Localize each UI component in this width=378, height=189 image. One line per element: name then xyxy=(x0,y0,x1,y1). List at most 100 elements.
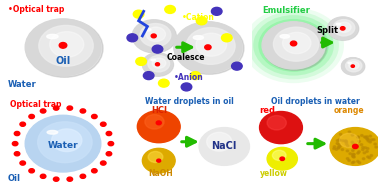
Circle shape xyxy=(328,17,358,40)
Circle shape xyxy=(253,15,334,76)
Circle shape xyxy=(143,72,154,80)
Text: yellow: yellow xyxy=(260,169,287,178)
Text: Oil: Oil xyxy=(8,174,20,183)
Circle shape xyxy=(267,115,287,130)
Circle shape xyxy=(336,140,339,142)
Circle shape xyxy=(53,106,59,110)
Text: NaOH: NaOH xyxy=(149,169,174,178)
Circle shape xyxy=(29,169,34,173)
Circle shape xyxy=(196,33,227,56)
Circle shape xyxy=(344,140,347,142)
Circle shape xyxy=(14,131,20,136)
Circle shape xyxy=(341,149,344,150)
Circle shape xyxy=(353,161,355,163)
Circle shape xyxy=(364,147,367,149)
Circle shape xyxy=(133,20,177,53)
Circle shape xyxy=(341,58,364,75)
Circle shape xyxy=(352,149,354,151)
Circle shape xyxy=(243,8,344,83)
Circle shape xyxy=(181,83,192,91)
Circle shape xyxy=(108,142,114,146)
Circle shape xyxy=(353,144,358,149)
Circle shape xyxy=(345,143,348,145)
Circle shape xyxy=(339,133,342,135)
Circle shape xyxy=(367,148,369,149)
Text: HCl: HCl xyxy=(151,106,167,115)
Circle shape xyxy=(133,10,144,18)
Circle shape xyxy=(366,150,368,152)
Circle shape xyxy=(151,34,156,38)
Circle shape xyxy=(106,131,112,136)
Circle shape xyxy=(351,141,353,143)
Circle shape xyxy=(127,34,138,42)
Circle shape xyxy=(358,162,361,164)
Circle shape xyxy=(346,150,349,152)
Circle shape xyxy=(374,143,376,145)
Circle shape xyxy=(357,136,359,138)
Circle shape xyxy=(14,152,20,156)
Ellipse shape xyxy=(47,34,58,39)
Circle shape xyxy=(148,151,163,163)
Circle shape xyxy=(338,139,341,141)
Circle shape xyxy=(146,27,166,42)
Circle shape xyxy=(140,24,171,47)
Circle shape xyxy=(366,136,369,138)
Circle shape xyxy=(67,177,73,181)
Circle shape xyxy=(375,146,377,148)
Circle shape xyxy=(211,7,222,15)
Circle shape xyxy=(52,129,82,152)
Circle shape xyxy=(137,111,180,143)
Circle shape xyxy=(356,160,359,162)
Circle shape xyxy=(155,63,160,66)
Circle shape xyxy=(290,41,297,46)
Circle shape xyxy=(351,134,354,136)
Circle shape xyxy=(59,43,67,48)
Circle shape xyxy=(342,140,344,142)
Circle shape xyxy=(156,121,161,125)
Ellipse shape xyxy=(193,36,203,40)
Circle shape xyxy=(25,19,101,76)
Circle shape xyxy=(158,79,169,87)
Text: Water: Water xyxy=(8,80,36,89)
Text: NaCl: NaCl xyxy=(212,142,237,151)
Circle shape xyxy=(67,106,73,110)
Circle shape xyxy=(369,135,372,137)
Circle shape xyxy=(267,147,297,170)
Circle shape xyxy=(373,139,375,141)
Ellipse shape xyxy=(336,23,341,25)
Circle shape xyxy=(199,128,249,165)
Circle shape xyxy=(106,152,112,156)
Circle shape xyxy=(339,133,359,148)
Circle shape xyxy=(353,156,355,158)
Circle shape xyxy=(80,109,86,113)
Circle shape xyxy=(366,138,368,140)
Circle shape xyxy=(175,22,244,74)
Text: •Anion: •Anion xyxy=(174,73,204,82)
Circle shape xyxy=(143,53,174,76)
Circle shape xyxy=(260,112,302,144)
Circle shape xyxy=(342,58,365,75)
Circle shape xyxy=(336,143,339,144)
Circle shape xyxy=(367,156,369,158)
Circle shape xyxy=(280,157,285,160)
Circle shape xyxy=(349,153,352,155)
Circle shape xyxy=(12,142,18,146)
Circle shape xyxy=(39,25,93,66)
Circle shape xyxy=(53,177,59,181)
Circle shape xyxy=(345,141,348,143)
Circle shape xyxy=(91,169,97,173)
Circle shape xyxy=(333,148,335,149)
Ellipse shape xyxy=(348,62,351,64)
Circle shape xyxy=(333,146,336,148)
Circle shape xyxy=(273,150,286,160)
Circle shape xyxy=(263,22,327,70)
Circle shape xyxy=(352,155,354,157)
Circle shape xyxy=(339,146,341,147)
Circle shape xyxy=(348,131,351,133)
Circle shape xyxy=(369,141,372,143)
Circle shape xyxy=(26,19,103,77)
Circle shape xyxy=(363,136,366,138)
Circle shape xyxy=(152,58,166,68)
Text: Emulsifier: Emulsifier xyxy=(262,6,310,15)
Circle shape xyxy=(338,139,341,141)
